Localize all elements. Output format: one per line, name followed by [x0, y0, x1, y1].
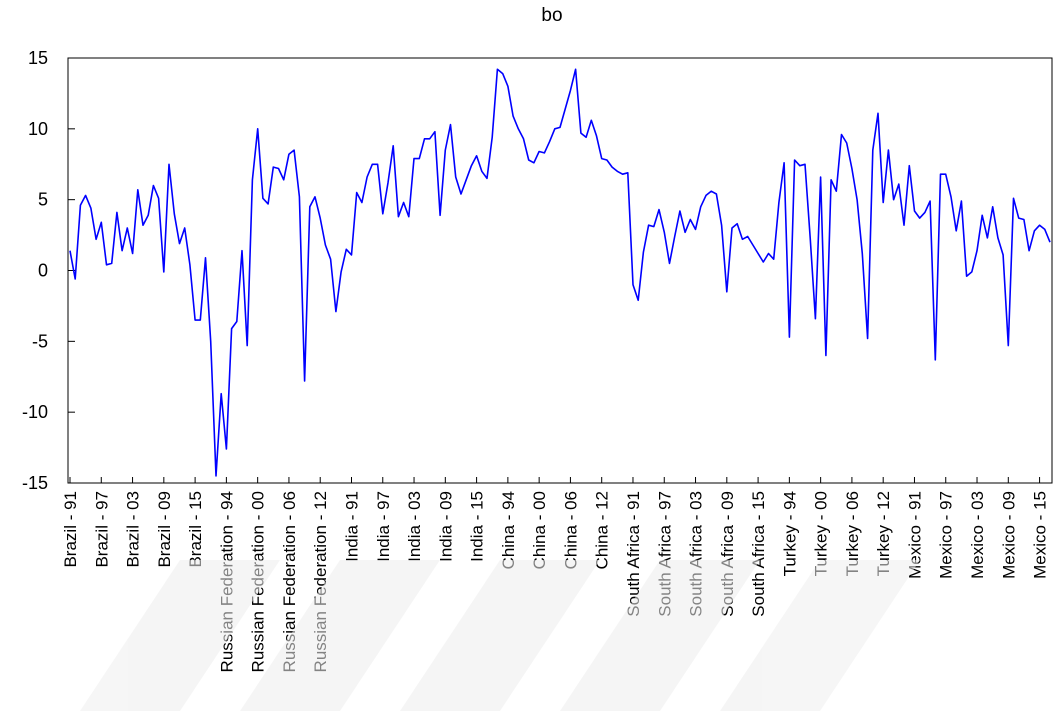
x-tick-label: China - 94	[499, 491, 518, 569]
y-tick-label: 15	[28, 48, 48, 68]
x-tick-label: Russian Federation - 12	[311, 491, 330, 672]
x-tick-label: Turkey - 06	[843, 491, 862, 576]
x-tick-label: Brazil - 91	[61, 491, 80, 568]
x-tick-label: Turkey - 12	[874, 491, 893, 576]
x-tick-label: Russian Federation - 06	[280, 491, 299, 672]
x-tick-label: China - 00	[530, 491, 549, 569]
x-tick-label: China - 06	[561, 491, 580, 569]
x-tick-label: Russian Federation - 94	[217, 491, 236, 672]
x-tick-label: Mexico - 15	[1031, 491, 1050, 579]
x-tick-label: South Africa - 03	[687, 491, 706, 617]
x-tick-label: South Africa - 97	[655, 491, 674, 617]
x-tick-label: India - 91	[342, 491, 361, 562]
x-tick-label: India - 03	[405, 491, 424, 562]
series-line	[69, 68, 1051, 477]
plot-frame	[67, 57, 1053, 484]
x-tick-label: Mexico - 03	[968, 491, 987, 579]
x-tick-label: India - 09	[436, 491, 455, 562]
x-tick-label: India - 15	[468, 491, 487, 562]
y-axis: 15 10 5 0 -5 -10 -15	[22, 48, 75, 493]
x-tick-label: China - 12	[593, 491, 612, 569]
x-tick-label: Mexico - 09	[999, 491, 1018, 579]
y-tick-label: -5	[32, 331, 48, 351]
x-tick-label: Turkey - 00	[812, 491, 831, 576]
y-tick-label: 5	[38, 190, 48, 210]
x-tick-label: Brazil - 09	[155, 491, 174, 568]
y-tick-label: 10	[28, 119, 48, 139]
x-tick-label: South Africa - 91	[624, 491, 643, 617]
x-tick-label: Mexico - 97	[937, 491, 956, 579]
x-tick-label: Brazil - 15	[186, 491, 205, 568]
x-tick-label: South Africa - 15	[749, 491, 768, 617]
x-tick-label: Brazil - 97	[92, 491, 111, 568]
x-tick-label: South Africa - 09	[718, 491, 737, 617]
x-tick-label: Turkey - 94	[780, 491, 799, 576]
chart-title: bo	[541, 5, 562, 26]
y-tick-label: 0	[38, 261, 48, 281]
series-layer	[69, 68, 1051, 477]
y-tick-label: -10	[22, 402, 48, 422]
x-tick-label: Mexico - 91	[905, 491, 924, 579]
x-axis: Brazil - 91 Brazil - 97 Brazil - 03 Brazil …	[61, 477, 1050, 672]
x-tick-label: India - 97	[374, 491, 393, 562]
x-tick-label: Russian Federation - 00	[249, 491, 268, 672]
x-tick-label: Brazil - 03	[124, 491, 143, 568]
y-tick-label: -15	[22, 473, 48, 493]
